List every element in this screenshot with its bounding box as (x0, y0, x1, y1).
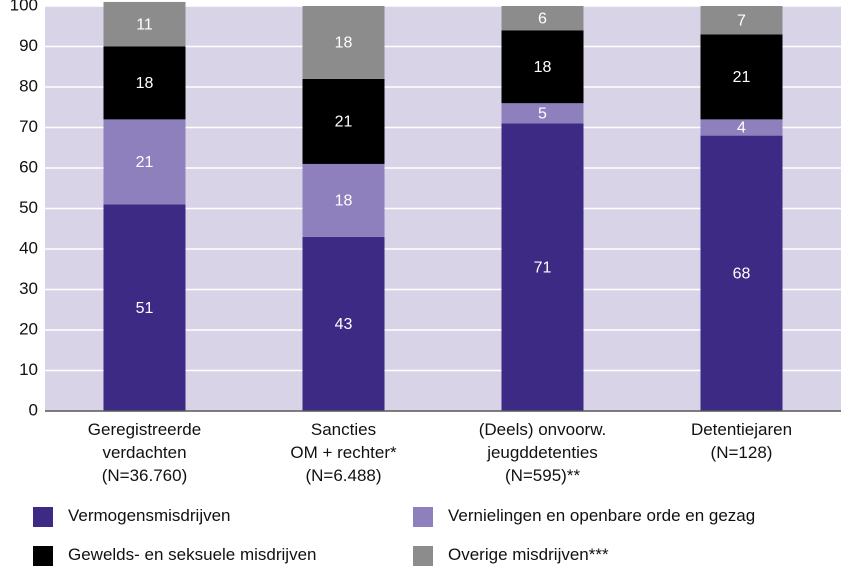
data-label: 43 (335, 316, 353, 333)
data-label: 18 (136, 75, 154, 92)
legend-label: Gewelds- en seksuele misdrijven (68, 545, 317, 564)
legend-swatch (33, 546, 53, 566)
bar-segment (700, 135, 783, 411)
y-tick-label: 50 (19, 198, 38, 217)
data-label: 51 (136, 300, 154, 317)
y-tick-label: 40 (19, 238, 38, 257)
legend-label: Vermogensmisdrijven (68, 506, 231, 525)
data-label: 21 (136, 154, 154, 171)
data-label: 5 (538, 106, 547, 123)
y-tick-label: 100 (10, 0, 38, 14)
legend-swatch (33, 507, 53, 527)
y-tick-label: 70 (19, 117, 38, 136)
bar-segment (103, 204, 186, 411)
data-label: 68 (733, 266, 751, 283)
bar-segment (700, 6, 783, 35)
bar-segment (302, 78, 385, 164)
bar-segment (501, 30, 584, 104)
bar-segment (103, 119, 186, 205)
y-tick-label: 20 (19, 319, 38, 338)
data-label: 7 (737, 12, 746, 29)
bar-segment (302, 6, 385, 79)
x-tick-label: Detentiejaren (N=128) (690, 420, 793, 462)
y-tick-label: 30 (19, 279, 38, 298)
data-label: 71 (534, 259, 552, 276)
y-tick-label: 80 (19, 76, 38, 95)
data-label: 18 (534, 59, 552, 76)
data-label: 4 (737, 120, 746, 137)
bar-segment (302, 163, 385, 237)
y-tick-label: 90 (19, 36, 38, 55)
data-label: 21 (733, 69, 751, 86)
x-tick-label: Sancties OM + rechter* (N=6.488) (290, 420, 397, 485)
x-tick-label: Geregistreerde verdachten (N=36.760) (87, 420, 202, 485)
legend-swatch (413, 507, 433, 527)
x-tick-label: (Deels) onvoorw. jeugddetenties (N=595)*… (478, 420, 607, 485)
bar-segment (700, 34, 783, 120)
legend-swatch (413, 546, 433, 566)
bar-segment (103, 1, 186, 47)
data-label: 6 (538, 10, 547, 27)
legend-label: Vernielingen en openbare orde en gezag (448, 506, 756, 525)
bar-segment (302, 236, 385, 411)
bar-segment (700, 119, 783, 136)
data-label: 21 (335, 114, 353, 131)
y-tick-label: 0 (29, 400, 38, 419)
data-label: 18 (335, 193, 353, 210)
bar-segment (501, 103, 584, 124)
y-tick-label: 10 (19, 360, 38, 379)
data-label: 11 (136, 16, 153, 33)
legend-label: Overige misdrijven*** (448, 545, 609, 564)
y-tick-label: 60 (19, 157, 38, 176)
bar-segment (103, 46, 186, 120)
bar-segment (501, 6, 584, 31)
data-label: 18 (335, 35, 353, 52)
bar-segment (501, 123, 584, 411)
